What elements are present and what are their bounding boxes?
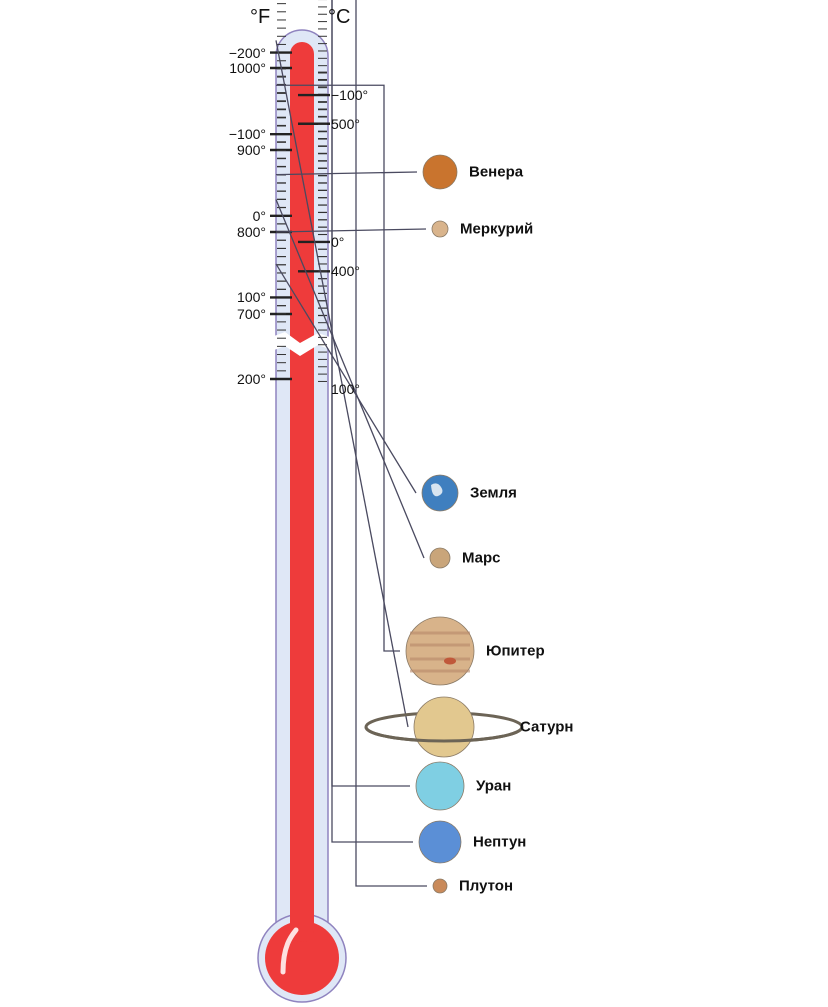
leader-line [331, 0, 413, 843]
fahrenheit-tick-label: 800° [237, 224, 266, 240]
great-red-spot [444, 657, 456, 665]
fahrenheit-tick-label: −200° [228, 44, 266, 61]
celsius-tick-label: 100° [331, 380, 360, 397]
leader-line [275, 171, 418, 176]
planet-4 [405, 616, 475, 686]
planet-7 [418, 820, 462, 864]
leader-line [275, 199, 425, 559]
fahrenheit-tick-label: −100° [228, 126, 266, 143]
leader-line [275, 40, 409, 728]
planet-3 [429, 547, 451, 569]
fahrenheit-tick-label: 1000° [229, 60, 266, 76]
fahrenheit-tick-label: 200° [237, 371, 266, 387]
planet-label: Меркурий [460, 220, 534, 238]
planet-label: Уран [476, 777, 512, 795]
mercury-column [290, 42, 314, 942]
celsius-tick-label: 500° [331, 115, 360, 132]
planet-1 [431, 220, 449, 238]
celsius-tick-label: 0° [331, 233, 345, 250]
thermometer-bulb [265, 921, 339, 995]
planet-label: Плутон [459, 877, 514, 895]
planet-6 [415, 761, 465, 811]
fahrenheit-unit-label: °F [250, 6, 271, 28]
planet-label: Юпитер [486, 642, 545, 660]
celsius-unit-label: °C [328, 6, 351, 28]
bulb-highlight [280, 927, 299, 975]
fahrenheit-tick-label: 900° [237, 142, 266, 158]
planet-label: Марс [462, 549, 501, 567]
fahrenheit-tick-label: 0° [252, 207, 266, 224]
leader-line [355, 0, 427, 887]
planet-5 [413, 696, 475, 758]
celsius-tick-label: 400° [331, 263, 360, 280]
fahrenheit-tick-label: 700° [237, 306, 266, 322]
planet-0 [422, 154, 458, 190]
leader-line [275, 228, 427, 233]
earth-clouds [431, 483, 443, 497]
planet-label: Нептун [473, 833, 527, 851]
leader-line [275, 263, 417, 494]
planet-8 [432, 878, 448, 894]
planet-label: Земля [470, 484, 517, 502]
celsius-tick-label: −100° [331, 87, 369, 104]
planet-label: Сатурн [520, 718, 574, 736]
saturn-ring-front [364, 726, 524, 743]
leader-line [276, 84, 400, 652]
fahrenheit-tick-label: 100° [237, 289, 266, 306]
planet-label: Венера [469, 163, 524, 181]
